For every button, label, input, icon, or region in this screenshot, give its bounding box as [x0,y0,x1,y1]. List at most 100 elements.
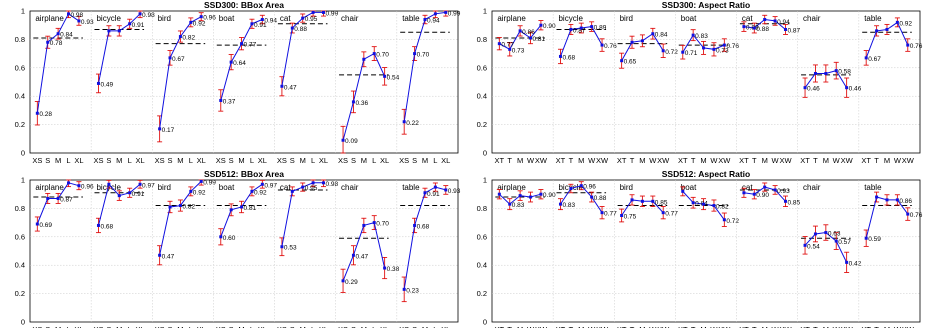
data-point [433,12,437,16]
data-label: 0.77 [665,211,678,218]
data-point [691,201,695,205]
x-tick-label: M [238,325,244,328]
y-tick-label: 0.2 [477,289,487,298]
x-tick-label: XT [678,325,688,328]
group-bicycle: bicycle 0.49 XS S M 0.91 L 0.98 XL [90,10,155,165]
group-boat: boat 0.71 XT 0.83 T M 0.73 W 0.76 XW [675,11,739,165]
data-point [178,35,182,39]
data-point [630,198,634,202]
data-label: 0.84 [655,32,668,39]
data-label: 0.46 [807,86,820,93]
y-tick-label: 0.4 [477,92,487,101]
x-tick-label: XW [718,156,731,165]
y-tick-label: 1 [21,7,25,16]
data-point [402,287,406,291]
x-tick-label: XW [902,325,915,328]
data-label: 0.92 [254,189,267,196]
data-point [219,235,223,239]
category-label: cat [280,14,291,23]
x-tick-label: XW [779,325,792,328]
data-point [558,54,562,58]
data-point [138,12,142,16]
data-label: 0.37 [223,98,236,105]
x-tick-label: XL [441,325,450,328]
x-tick-label: L [311,325,315,328]
data-point [712,204,716,208]
x-tick-label: S [351,156,356,165]
data-point [413,52,417,56]
data-point [372,52,376,56]
data-point [620,59,624,63]
data-point [845,86,849,90]
data-point [651,32,655,36]
data-label: 0.95 [305,185,318,192]
data-point [579,184,583,188]
data-point [824,71,828,75]
group-chair: chair 0.09 XS 0.36 S M 0.70 L 0.54 XL [335,11,400,165]
data-point [199,15,203,19]
x-tick-label: XW [596,156,609,165]
data-point [250,22,254,26]
x-tick-label: M [422,156,428,165]
x-tick-label: XS [399,325,409,328]
x-tick-label: S [45,156,50,165]
data-point [681,50,685,54]
data-point [813,232,817,236]
data-label: 0.87 [60,196,73,203]
x-tick-label: XT [800,156,810,165]
x-tick-label: M [639,325,645,328]
x-tick-label: M [517,156,523,165]
data-label: 0.68 [100,223,113,230]
plot-frame [491,10,921,154]
data-label: 0.70 [376,221,389,228]
x-tick-label: M [578,156,584,165]
group-table: table 0.59 XTT M 0.86 W 0.76 XW [858,180,923,328]
data-label: 0.94 [427,18,440,25]
x-tick-label: W [772,156,780,165]
data-point [508,47,512,51]
x-tick-label: M [361,156,367,165]
y-tick-label: 0.4 [15,261,25,270]
data-point [290,189,294,193]
x-tick-label: M [700,156,706,165]
x-tick-label: XW [535,325,548,328]
x-tick-label: T [507,325,512,328]
group-table: table 0.23 XS 0.68 S 0.91 M L 0.93 XL [396,180,461,328]
data-label: 0.92 [193,189,206,196]
x-tick-label: M [517,325,523,328]
data-label: 0.77 [244,42,257,49]
category-label: airplane [35,183,64,192]
group-cat: cat 0.47 XS 0.88 S 0.95 M L 0.99 XL [274,10,339,165]
data-label: 0.36 [355,100,368,107]
x-tick-label: M [300,325,306,328]
data-label: 0.47 [355,253,368,260]
data-label: 0.91 [254,22,267,29]
data-point [497,192,501,196]
data-label: 0.91 [132,22,145,29]
category-label: bicycle [558,14,583,23]
y-tick-label: 0.6 [477,63,487,72]
x-tick-label: T [813,156,818,165]
data-label: 0.77 [501,42,514,49]
data-point [341,279,345,283]
x-tick-label: M [55,156,61,165]
data-label: 0.63 [828,231,841,238]
data-label: 0.91 [132,191,145,198]
x-tick-label: M [361,325,367,328]
data-label: 0.87 [787,27,800,34]
data-point [763,18,767,22]
x-tick-label: T [874,156,879,165]
data-label: 0.68 [562,54,575,61]
data-point [783,199,787,203]
data-label: 0.88 [756,26,769,33]
data-label: 0.17 [162,127,175,134]
data-point [444,188,448,192]
data-label: 0.46 [849,86,862,93]
data-label: 0.88 [594,195,607,202]
y-tick-label: 0 [483,318,487,327]
data-label: 0.93 [448,188,461,195]
category-label: bird [158,183,171,192]
